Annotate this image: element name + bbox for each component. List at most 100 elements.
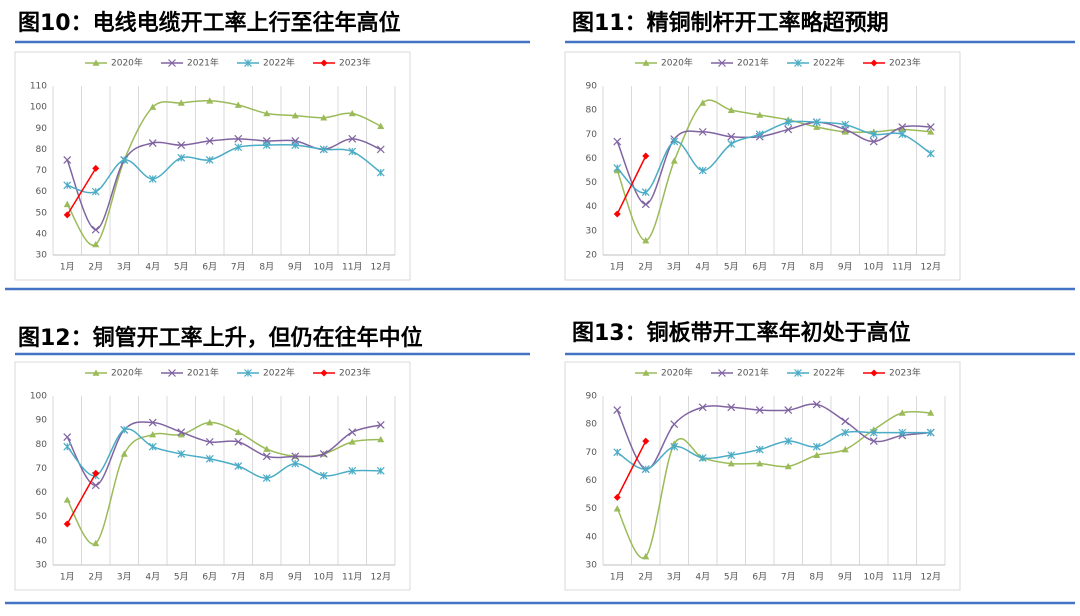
- marker: [755, 130, 764, 139]
- marker: [841, 128, 849, 135]
- marker: [206, 97, 214, 104]
- x-tick-label: 6月: [752, 572, 767, 583]
- marker: [794, 59, 802, 67]
- marker: [291, 452, 300, 461]
- marker: [926, 123, 935, 131]
- legend-label: 2020年: [661, 57, 693, 69]
- marker: [234, 437, 243, 446]
- marker: [870, 59, 878, 67]
- marker: [206, 419, 214, 426]
- chart: 图10：电线电缆开工率上行至往年高位 30 40 50 60 70 80 90 100 110 1月…: [14, 10, 411, 281]
- marker: [926, 149, 935, 158]
- x-tick-label: 3月: [117, 262, 132, 273]
- marker: [670, 442, 679, 451]
- y-tick-label: 60: [586, 476, 598, 486]
- x-tick-label: 10月: [314, 572, 334, 583]
- x-tick-label: 2月: [88, 572, 103, 583]
- marker: [813, 451, 821, 458]
- x-tick-label: 12月: [921, 572, 941, 583]
- marker: [63, 496, 71, 503]
- series-line: [616, 403, 931, 470]
- x-tick-label: 1月: [60, 572, 75, 583]
- x-tick-label: 2月: [638, 572, 653, 583]
- marker: [205, 454, 214, 463]
- x-tick-label: 10月: [314, 262, 334, 273]
- marker: [205, 156, 214, 164]
- y-tick-label: 50: [36, 208, 48, 218]
- legend-label: 2021年: [187, 57, 219, 69]
- marker: [244, 369, 252, 377]
- marker: [234, 462, 243, 470]
- marker: [641, 188, 650, 197]
- chart: 图13：铜板带开工率年初处于高位 30 40 50 60 70 80 90 1月 2月 3月 4月 5月…: [564, 320, 961, 591]
- x-tick-label: 5月: [174, 572, 189, 583]
- legend-label: 2021年: [737, 57, 769, 69]
- x-tick-label: 3月: [117, 572, 132, 583]
- marker: [869, 437, 878, 445]
- chart-frame: [564, 51, 961, 281]
- marker: [926, 428, 935, 437]
- marker: [320, 114, 328, 121]
- marker: [348, 428, 357, 437]
- y-tick-label: 70: [36, 166, 48, 176]
- legend-label: 2022年: [813, 367, 845, 379]
- x-tick-label: 6月: [752, 262, 767, 273]
- marker: [613, 493, 621, 501]
- x-tick-label: 8月: [259, 262, 274, 273]
- marker: [320, 369, 328, 377]
- marker: [812, 118, 821, 127]
- marker: [613, 505, 621, 512]
- x-tick-label: 11月: [892, 572, 912, 583]
- y-tick-label: 90: [586, 82, 598, 92]
- y-tick-label: 90: [586, 392, 598, 402]
- chart: 图11：精铜制杆开工率略超预期 20 30 40 50 60 70 80 90 1月 2月 3月 4月 5…: [564, 10, 961, 281]
- marker: [319, 471, 328, 480]
- marker: [63, 200, 71, 208]
- y-tick-label: 30: [36, 251, 48, 261]
- x-tick-label: 1月: [60, 262, 75, 273]
- marker: [177, 141, 186, 150]
- y-tick-label: 60: [36, 488, 48, 498]
- chart-frame: [14, 361, 411, 591]
- y-tick-label: 20: [586, 251, 598, 261]
- marker: [670, 157, 678, 164]
- marker: [870, 369, 878, 377]
- y-tick-label: 60: [36, 187, 48, 197]
- marker: [291, 141, 300, 150]
- x-tick-label: 10月: [864, 262, 884, 273]
- marker: [263, 109, 271, 117]
- y-tick-label: 70: [586, 448, 598, 458]
- legend-label: 2023年: [339, 367, 371, 379]
- marker: [613, 164, 622, 173]
- marker: [642, 59, 650, 66]
- legend-label: 2021年: [187, 367, 219, 379]
- marker: [234, 143, 243, 152]
- x-tick-label: 12月: [371, 262, 391, 273]
- marker: [613, 448, 622, 457]
- marker: [63, 181, 72, 190]
- marker: [898, 130, 907, 139]
- x-tick-label: 11月: [892, 262, 912, 273]
- marker: [869, 137, 878, 146]
- x-tick-label: 4月: [695, 262, 710, 273]
- marker: [234, 134, 243, 143]
- chart-title: 图12：铜管开工率上升，但仍在往年中位: [18, 325, 423, 351]
- x-tick-label: 5月: [724, 572, 739, 583]
- x-tick-label: 10月: [864, 572, 884, 583]
- marker: [698, 166, 707, 175]
- legend-label: 2020年: [111, 367, 143, 379]
- marker: [63, 442, 72, 451]
- series-line: [66, 472, 97, 525]
- marker: [63, 433, 72, 441]
- x-tick-label: 9月: [288, 262, 303, 273]
- legend-label: 2020年: [111, 57, 143, 69]
- marker: [148, 418, 157, 427]
- legend-label: 2020年: [661, 367, 693, 379]
- marker: [813, 123, 821, 130]
- legend-label: 2021年: [737, 367, 769, 379]
- x-tick-label: 5月: [724, 262, 739, 273]
- marker: [841, 417, 850, 426]
- marker: [319, 450, 328, 458]
- marker: [613, 137, 622, 146]
